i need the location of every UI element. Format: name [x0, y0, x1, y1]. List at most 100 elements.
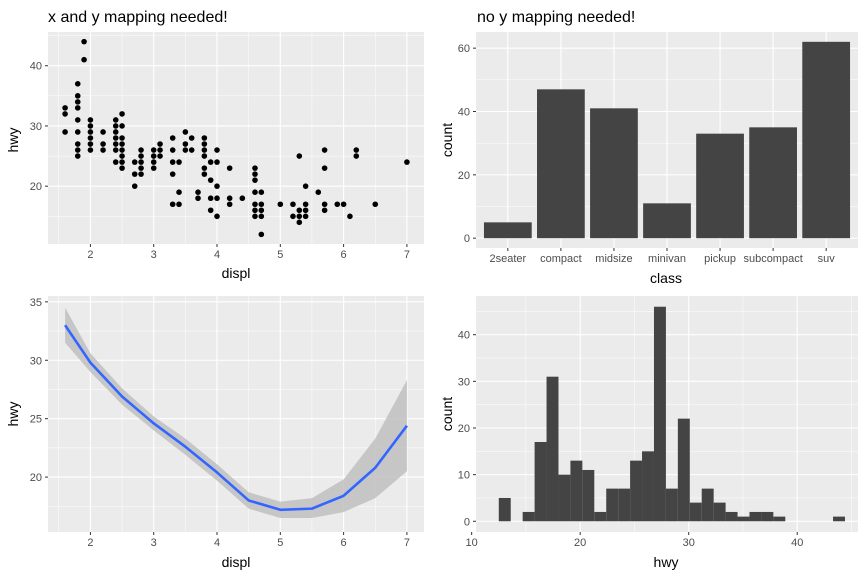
scatter-point: [150, 147, 157, 153]
scatter-point: [74, 117, 81, 123]
histogram-bar: [689, 502, 702, 522]
x-tick-label: 3: [151, 537, 157, 549]
scatter-point: [182, 141, 189, 147]
scatter-point: [81, 56, 87, 63]
scatter-point: [321, 165, 328, 171]
scatter-point: [131, 183, 138, 189]
scatter-point: [207, 207, 214, 214]
y-tick-label: 30: [30, 355, 42, 367]
histogram-bar: [558, 474, 571, 522]
x-tick-label: 20: [574, 537, 586, 549]
y-tick-label: 10: [458, 470, 470, 482]
scatter-point: [302, 183, 309, 189]
scatter-point: [176, 201, 182, 208]
y-tick-label: 40: [458, 106, 470, 118]
scatter-point: [169, 171, 176, 177]
x-tick-label: compact: [540, 253, 582, 265]
scatter-point: [131, 171, 138, 177]
scatter-point: [138, 171, 144, 177]
histogram-bar: [677, 418, 690, 522]
scatter-point: [226, 201, 233, 208]
scatter-point: [74, 80, 81, 87]
y-tick-label: 20: [458, 423, 470, 435]
bar-suv: [802, 41, 851, 239]
scatter-point: [214, 195, 220, 202]
scatter-point: [112, 117, 119, 123]
scatter-point: [74, 153, 81, 159]
scatter-point: [138, 153, 144, 159]
histogram-y-label: count: [439, 397, 455, 431]
scatter-point: [169, 135, 176, 141]
bar-compact: [537, 89, 585, 239]
panel-smooth: 2 3 4 5 6 7 20 25 30 35 displ hwy: [5, 296, 424, 570]
histogram-bar: [582, 469, 595, 522]
scatter-point: [207, 177, 214, 183]
x-tick-label: pickup: [704, 253, 736, 265]
scatter-point: [112, 129, 119, 135]
scatter-point: [87, 129, 94, 135]
histogram-bar: [725, 511, 738, 522]
panel-histogram: 10 20 30 40 0 10 20 30 40 hwy count: [439, 296, 858, 570]
y-tick-label: 20: [458, 170, 470, 182]
scatter-point: [74, 129, 81, 135]
scatter-point: [296, 219, 303, 226]
x-tick-label: 5: [277, 249, 283, 261]
scatter-point: [119, 153, 125, 159]
scatter-point: [169, 201, 176, 208]
y-tick-label: 0: [464, 516, 470, 528]
scatter-point: [252, 213, 258, 220]
scatter-point: [87, 135, 94, 141]
scatter-point: [252, 177, 258, 183]
histogram-bar: [630, 460, 643, 522]
scatter-point: [74, 105, 81, 111]
scatter-point: [157, 153, 163, 159]
scatter-point: [315, 189, 322, 196]
x-tick-label: suv: [818, 253, 836, 265]
scatter-point: [87, 141, 94, 147]
scatter-point: [74, 141, 81, 147]
bar-midsize: [590, 108, 638, 239]
scatter-point: [353, 147, 360, 153]
histogram-x-label: hwy: [654, 554, 679, 570]
x-tick-label: 2: [87, 249, 93, 261]
scatter-point: [201, 141, 208, 147]
scatter-point: [404, 159, 410, 165]
scatter-point: [258, 231, 265, 238]
scatter-point: [169, 147, 176, 153]
histogram-bar: [653, 306, 666, 522]
scatter-point: [119, 159, 125, 165]
scatter-point: [119, 123, 125, 129]
scatter-point: [131, 159, 138, 165]
scatter-point: [302, 213, 309, 220]
x-tick-label: 3: [151, 249, 157, 261]
x-tick-label: 4: [214, 249, 220, 261]
scatter-point: [252, 171, 258, 177]
bar-y-label: count: [439, 123, 455, 157]
scatter-point: [277, 201, 284, 208]
scatter-point: [138, 165, 144, 171]
y-tick-label: 40: [458, 330, 470, 342]
scatter-point: [150, 159, 157, 165]
bar-pickup: [696, 133, 744, 239]
y-tick-label: 20: [30, 181, 42, 193]
scatter-point: [207, 159, 214, 165]
scatter-point: [74, 147, 81, 153]
scatter-point: [112, 141, 119, 147]
panel-bar: no y mapping needed! 2seater compact midsi…: [439, 9, 858, 286]
x-tick-label: 5: [277, 537, 283, 549]
scatter-point: [252, 165, 258, 171]
y-tick-label: 30: [458, 376, 470, 388]
scatter-point: [334, 201, 341, 208]
scatter-point: [87, 147, 94, 153]
histogram-bar: [498, 497, 511, 522]
scatter-point: [226, 165, 233, 171]
histogram-bar: [534, 441, 547, 522]
scatter-point: [296, 153, 303, 159]
histogram-bar: [606, 488, 619, 522]
scatter-point: [258, 207, 265, 214]
histogram-bar: [737, 516, 750, 522]
scatter-point: [100, 141, 106, 147]
scatter-point: [302, 207, 309, 214]
scatter-point: [138, 159, 144, 165]
scatter-point: [100, 147, 106, 153]
